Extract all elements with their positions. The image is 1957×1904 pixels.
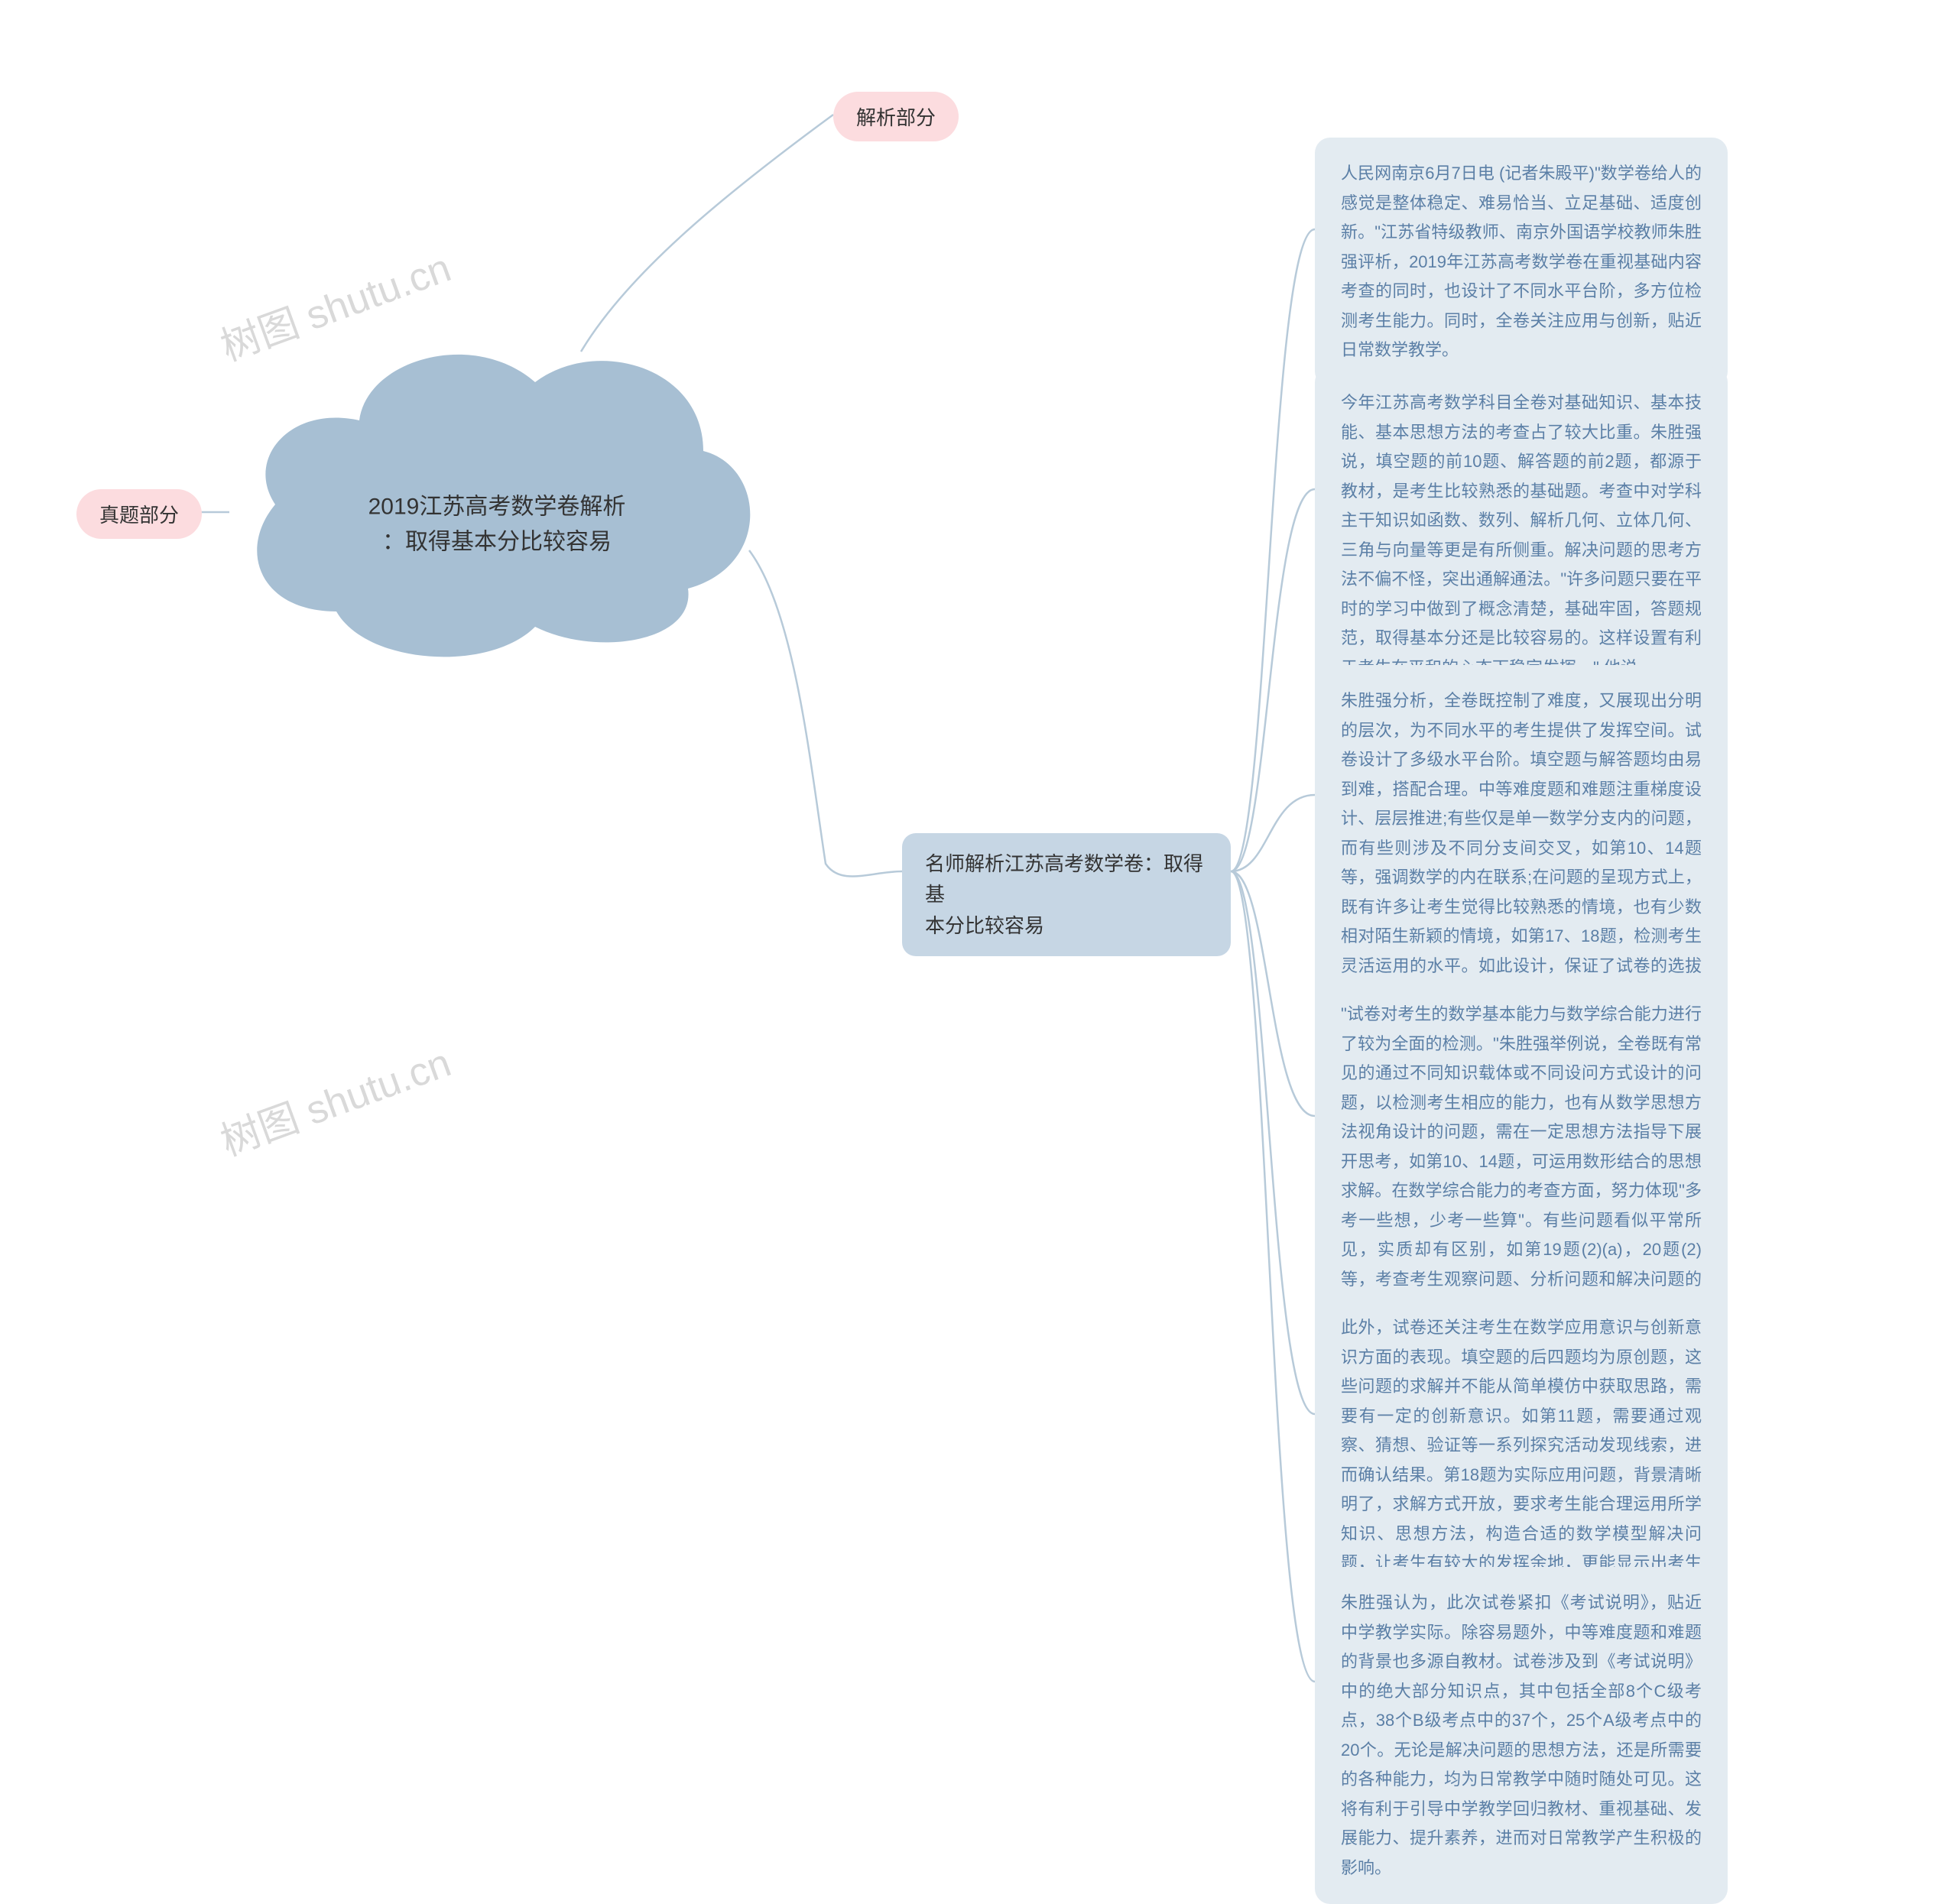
branch-top[interactable]: 解析部分: [833, 92, 959, 141]
sub-node[interactable]: 名师解析江苏高考数学卷：取得基 本分比较容易: [902, 833, 1231, 956]
center-node-cloud[interactable]: 2019江苏高考数学卷解析 ：取得基本分比较容易: [229, 321, 764, 673]
sub-node-line1: 名师解析江苏高考数学卷：取得基: [925, 852, 1203, 906]
center-title-line1: 2019江苏高考数学卷解析: [368, 494, 626, 519]
branch-top-label: 解析部分: [856, 106, 936, 129]
leaf-text: 朱胜强分析，全卷既控制了难度，又展现出分明的层次，为不同水平的考生提供了发挥空间…: [1341, 691, 1702, 1004]
leaf-node[interactable]: 人民网南京6月7日电 (记者朱殿平)"数学卷给人的感觉是整体稳定、难易恰当、立足…: [1315, 138, 1728, 387]
watermark: 树图 shutu.cn: [212, 1030, 458, 1166]
leaf-node[interactable]: 朱胜强认为，此次试卷紧扣《考试说明》，贴近中学教学实际。除容易题外，中等难度题和…: [1315, 1567, 1728, 1904]
leaf-text: 此外，试卷还关注考生在数学应用意识与创新意识方面的表现。填空题的后四题均为原创题…: [1341, 1318, 1702, 1602]
leaf-text: 人民网南京6月7日电 (记者朱殿平)"数学卷给人的感觉是整体稳定、难易恰当、立足…: [1341, 164, 1702, 359]
leaf-node[interactable]: 朱胜强分析，全卷既控制了难度，又展现出分明的层次，为不同水平的考生提供了发挥空间…: [1315, 665, 1728, 1032]
leaf-node[interactable]: 今年江苏高考数学科目全卷对基础知识、基本技能、基本思想方法的考查占了较大比重。朱…: [1315, 367, 1728, 704]
leaf-text: 朱胜强认为，此次试卷紧扣《考试说明》，贴近中学教学实际。除容易题外，中等难度题和…: [1341, 1593, 1702, 1877]
center-title-line2: ：取得基本分比较容易: [382, 530, 612, 555]
branch-left[interactable]: 真题部分: [76, 489, 202, 539]
leaf-text: 今年江苏高考数学科目全卷对基础知识、基本技能、基本思想方法的考查占了较大比重。朱…: [1341, 393, 1702, 677]
center-node-title: 2019江苏高考数学卷解析 ：取得基本分比较容易: [368, 489, 626, 560]
branch-left-label: 真题部分: [99, 504, 179, 527]
sub-node-line2: 本分比较容易: [925, 914, 1044, 937]
